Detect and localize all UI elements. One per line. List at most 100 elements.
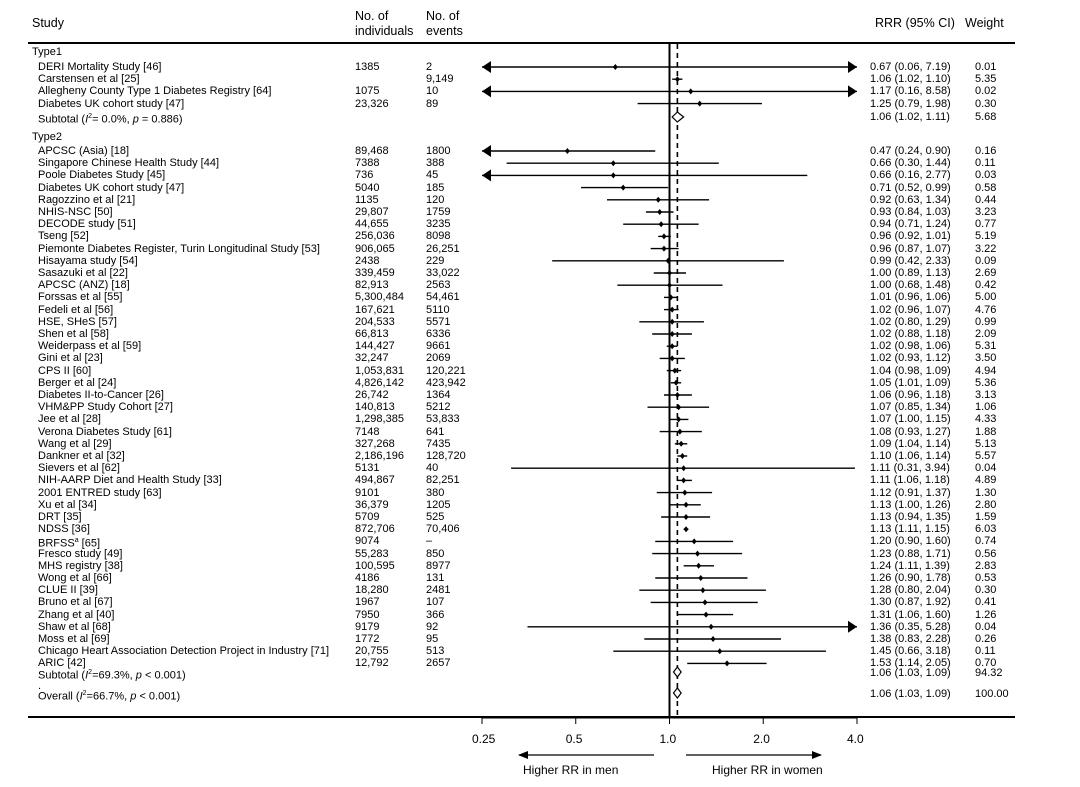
study-name: Jee et al [28]	[38, 413, 101, 426]
study-weight: 0.04	[975, 620, 997, 633]
study-reference: [65]	[78, 538, 100, 551]
point-estimate	[610, 160, 616, 167]
point-estimate	[691, 538, 697, 545]
header-top-rule	[28, 42, 1015, 44]
study-events: 131	[426, 572, 445, 584]
study-ci: 1.02 (0.96, 1.07)	[870, 303, 951, 316]
study-name: Ragozzino et al [21]	[38, 193, 136, 206]
study-name: Chicago Heart Association Detection Proj…	[38, 645, 330, 658]
point-estimate	[697, 100, 703, 107]
study-weight: 0.41	[975, 596, 997, 609]
study-weight: 2.09	[975, 328, 997, 340]
header-individuals-line2: individuals	[355, 24, 414, 38]
point-estimate	[672, 367, 678, 374]
study-individuals: 82,913	[355, 279, 389, 292]
study-events: 6336	[426, 328, 451, 340]
header-weight: Weight	[965, 16, 1004, 30]
study-individuals: 55,283	[355, 547, 389, 560]
ci-arrow-left	[482, 61, 491, 73]
study-events: 380	[426, 486, 445, 499]
study-ci: 1.20 (0.90, 1.60)	[870, 535, 951, 548]
study-ci: 1.05 (1.01, 1.09)	[870, 376, 951, 389]
study-ci: 1.25 (0.79, 1.98)	[870, 97, 951, 110]
study-name: Diabetes UK cohort study [47]	[38, 181, 185, 194]
study-name: 2001 ENTRED study [63]	[38, 486, 162, 499]
study-ci: 0.47 (0.24, 0.90)	[870, 145, 951, 157]
study-events: 641	[426, 425, 445, 438]
study-name: Hisayama study [54]	[38, 254, 138, 267]
study-weight: 1.59	[975, 511, 997, 523]
study-name: Xu et al [34]	[38, 498, 97, 511]
study-weight: 0.99	[975, 315, 997, 328]
study-individuals: 32,247	[355, 352, 389, 365]
study-individuals: 327,268	[355, 437, 395, 450]
point-estimate	[661, 245, 667, 252]
study-individuals: 1385	[355, 61, 380, 73]
study-ci: 0.67 (0.06, 7.19)	[870, 61, 951, 73]
study-weight: 0.01	[975, 61, 997, 73]
point-estimate	[700, 587, 706, 594]
study-weight: 3.22	[975, 242, 997, 255]
point-estimate	[682, 489, 688, 496]
study-events: 92	[426, 620, 439, 633]
study-name: MHS registry [38]	[38, 559, 123, 572]
study-weight: 2.83	[975, 559, 997, 572]
study-individuals: 9101	[355, 486, 380, 499]
study-ci: 1.04 (0.98, 1.09)	[870, 364, 951, 377]
study-name: NHIS-NSC [50]	[38, 206, 113, 218]
point-estimate	[688, 88, 694, 95]
study-name: BRFSSa [65]	[38, 537, 100, 551]
ci-arrow-left	[482, 85, 491, 98]
study-name: CLUE II [39]	[38, 584, 98, 597]
axis-left-label: Higher RR in men	[523, 763, 619, 777]
study-name: Singapore Chinese Health Study [44]	[38, 157, 220, 170]
point-estimate	[696, 562, 702, 569]
subtotal-type2-label: Subtotal (I2=69.3%, p < 0.001)	[38, 669, 186, 682]
ci-arrow-left	[482, 145, 491, 157]
point-estimate	[683, 514, 689, 520]
study-name: HSE, SHeS [57]	[38, 315, 117, 328]
point-estimate	[665, 257, 671, 264]
study-individuals: 18,280	[355, 584, 389, 597]
study-events: 26,251	[426, 242, 460, 255]
study-name: Piemonte Diabetes Register, Turin Longit…	[38, 242, 320, 255]
study-individuals: 2438	[355, 254, 380, 267]
study-weight: 4.33	[975, 413, 997, 426]
group-label-type2: Type2	[32, 131, 62, 143]
study-events: 525	[426, 511, 445, 523]
study-weight: 5.31	[975, 340, 997, 353]
point-estimate	[676, 404, 682, 411]
study-ci: 1.53 (1.14, 2.05)	[870, 657, 951, 670]
study-individuals: 5709	[355, 511, 380, 523]
study-name: Tseng [52]	[38, 230, 89, 243]
study-individuals: 1,298,385	[355, 413, 404, 426]
point-estimate	[674, 76, 680, 83]
study-individuals: 20,755	[355, 645, 389, 658]
study-name: NIH-AARP Diet and Health Study [33]	[38, 474, 222, 487]
point-estimate	[612, 64, 618, 70]
study-individuals: 1135	[355, 193, 379, 206]
study-ci: 1.11 (1.06, 1.18)	[870, 474, 950, 487]
study-events: 120	[426, 193, 445, 206]
study-weight: 5.36	[975, 376, 997, 389]
point-estimate	[564, 148, 570, 154]
point-estimate	[698, 575, 704, 581]
study-individuals: 12,792	[355, 657, 389, 670]
study-events: 5571	[426, 315, 451, 328]
study-weight: 4.89	[975, 474, 997, 487]
study-ci: 1.01 (0.96, 1.06)	[870, 291, 951, 304]
study-events: 2481	[426, 584, 451, 597]
study-weight: 0.09	[975, 254, 997, 267]
study-individuals: 494,867	[355, 474, 395, 487]
study-ci: 1.06 (1.02, 1.10)	[870, 73, 951, 86]
study-ci: 1.11 (0.31, 3.94)	[870, 462, 950, 475]
study-individuals: 44,655	[355, 218, 389, 231]
study-name: DECODE study [51]	[38, 218, 136, 231]
study-events: 850	[426, 547, 445, 560]
study-events: 82,251	[426, 474, 460, 487]
study-events: 7435	[426, 437, 451, 450]
study-ci: 1.23 (0.88, 1.71)	[870, 547, 951, 560]
ci-arrow-right	[848, 85, 857, 98]
study-weight: 4.94	[975, 364, 997, 377]
study-events: 2657	[426, 657, 451, 670]
